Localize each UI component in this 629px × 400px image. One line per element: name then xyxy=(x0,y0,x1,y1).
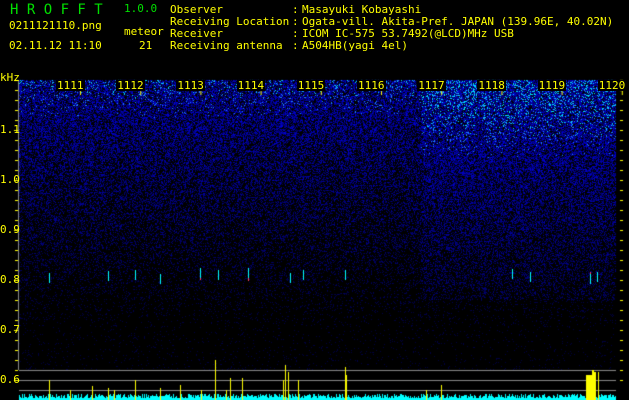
info-label: Receiver xyxy=(170,27,223,40)
y-tick-label: 1.0 xyxy=(0,173,20,186)
y-tick-label: 1.1 xyxy=(0,123,20,136)
info-row: Observer: Masayuki Kobayashi xyxy=(170,4,613,16)
info-label: Observer xyxy=(170,3,223,16)
time-label: 1115 xyxy=(296,79,326,92)
time-label: 1111 xyxy=(56,79,85,92)
observation-info: Observer: Masayuki Kobayashi Receiving Loc… xyxy=(170,4,613,52)
y-tick-label: 0.7 xyxy=(0,323,20,336)
info-label: Receiving antenna xyxy=(170,39,283,52)
file-datetime: 02.11.12 11:10 xyxy=(9,39,102,52)
y-unit-label: kHz xyxy=(0,71,20,84)
time-label: 1112 xyxy=(116,79,145,92)
time-label: 1119 xyxy=(537,79,567,92)
info-colon: : xyxy=(292,27,299,40)
time-label: 1113 xyxy=(176,79,205,92)
time-label: 1120 xyxy=(597,79,627,92)
info-row: Receiving Location: Ogata-vill. Akita-Pre… xyxy=(170,16,613,28)
info-value: A504HB(yagi 4el) xyxy=(302,39,408,52)
info-value: Ogata-vill. Akita-Pref. JAPAN (139.96E, … xyxy=(302,15,614,28)
info-row: Receiver: ICOM IC-575 53.7492(@LCD)MHz US… xyxy=(170,28,613,40)
app-title: H R O F F T xyxy=(10,2,103,18)
info-colon: : xyxy=(292,39,299,52)
time-label: 1117 xyxy=(417,79,446,92)
meteor-count: 21 xyxy=(139,39,153,52)
time-label: 1116 xyxy=(357,79,386,92)
meteor-label: meteor xyxy=(124,25,164,38)
info-label: Receiving Location xyxy=(170,15,290,28)
info-colon: : xyxy=(292,15,299,28)
info-value: ICOM IC-575 53.7492(@LCD)MHz USB xyxy=(302,27,514,40)
app-version: 1.0.0 xyxy=(124,2,158,15)
info-row: Receiving antenna: A504HB(yagi 4el) xyxy=(170,40,613,52)
y-tick-label: 0.8 xyxy=(0,273,20,286)
time-label: 1118 xyxy=(477,79,506,92)
info-colon: : xyxy=(292,3,299,16)
y-tick-label: 0.9 xyxy=(0,223,20,236)
info-value: Masayuki Kobayashi xyxy=(302,3,422,16)
time-label: 1114 xyxy=(236,79,266,92)
y-tick-label: 0.6 xyxy=(0,373,20,386)
file-name: 0211121110.png xyxy=(9,19,102,32)
